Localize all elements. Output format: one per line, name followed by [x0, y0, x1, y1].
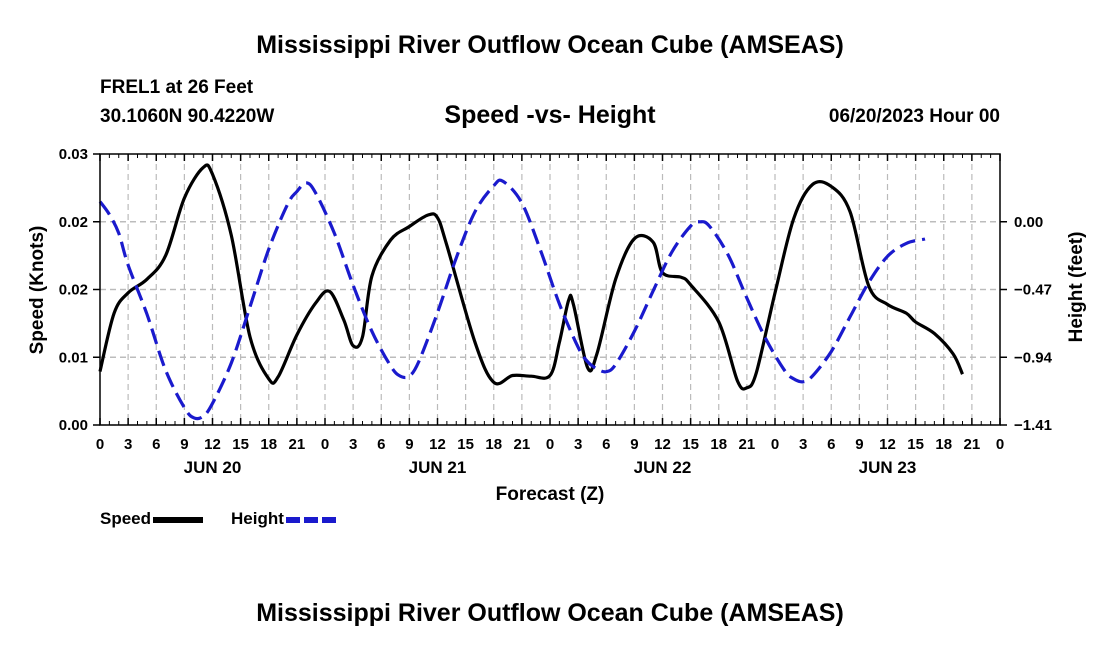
x-tick-label: 18 — [710, 436, 727, 453]
x-tick-label: 15 — [232, 436, 249, 453]
legend-height-swatch — [285, 516, 336, 523]
x-tick-label: 0 — [996, 436, 1004, 453]
x-tick-label: 18 — [260, 436, 277, 453]
x-tick-label: 3 — [349, 436, 357, 453]
y-tick-label: 0.02 — [59, 282, 88, 299]
y2-tick-label: −0.94 — [1014, 349, 1053, 366]
station-label: FREL1 at 26 Feet — [100, 77, 254, 98]
legend-speed-label: Speed — [100, 509, 152, 528]
x-tick-label: 0 — [96, 436, 104, 453]
x-day-label: JUN 20 — [184, 458, 242, 477]
footer-title: Mississippi River Outflow Ocean Cube (AM… — [256, 599, 844, 627]
legend-speed-swatch — [153, 516, 204, 523]
x-tick-label: 6 — [827, 436, 835, 453]
x-tick-label: 0 — [321, 436, 329, 453]
x-day-label: JUN 23 — [859, 458, 917, 477]
x-tick-label: 9 — [630, 436, 638, 453]
series-line-speed — [98, 163, 964, 391]
x-tick-label: 3 — [574, 436, 582, 453]
x-tick-label: 6 — [377, 436, 385, 453]
y-axis-label: Speed (Knots) — [27, 226, 48, 355]
x-tick-label: 6 — [152, 436, 160, 453]
x-day-label: JUN 21 — [409, 458, 467, 477]
axes: 0 3 6 9 12 15 18 21 0 3 6 9 12 15 18 21 0 3 6 9 12 15 18 21 0 3 6 9… — [59, 146, 1053, 477]
x-tick-label: 12 — [879, 436, 896, 453]
x-day-label: JUN 22 — [634, 458, 692, 477]
plot-frame — [99, 153, 1001, 426]
y-tick-label: 0.02 — [59, 214, 88, 231]
series-line-height — [98, 178, 926, 421]
legend-speed: Speed — [100, 509, 204, 529]
series-layer — [98, 163, 964, 421]
x-tick-label: 0 — [771, 436, 779, 453]
x-tick-label: 15 — [457, 436, 474, 453]
page-title: Mississippi River Outflow Ocean Cube (AM… — [256, 31, 844, 59]
x-tick-label: 15 — [907, 436, 924, 453]
x-tick-label: 21 — [964, 436, 981, 453]
x-tick-label: 18 — [485, 436, 502, 453]
y2-axis-label: Height (feet) — [1066, 232, 1087, 343]
forecast-datetime: 06/20/2023 Hour 00 — [828, 106, 1000, 127]
x-tick-label: 3 — [124, 436, 132, 453]
x-tick-label: 3 — [799, 436, 807, 453]
grid — [100, 154, 1000, 426]
x-tick-label: 12 — [204, 436, 221, 453]
x-tick-label: 0 — [546, 436, 554, 453]
y-tick-label: 0.03 — [59, 146, 88, 163]
x-tick-label: 9 — [405, 436, 413, 453]
x-tick-label: 21 — [289, 436, 306, 453]
x-tick-label: 21 — [739, 436, 756, 453]
y2-tick-label: −0.47 — [1014, 282, 1052, 299]
x-tick-label: 12 — [429, 436, 446, 453]
legend-height: Height — [231, 509, 336, 529]
x-tick-label: 6 — [602, 436, 610, 453]
x-tick-label: 12 — [654, 436, 671, 453]
y-tick-label: 0.01 — [59, 349, 88, 366]
coordinates-label: 30.1060N 90.4220W — [100, 106, 275, 127]
x-tick-label: 9 — [855, 436, 863, 453]
x-tick-label: 21 — [514, 436, 531, 453]
y2-tick-label: 0.00 — [1014, 214, 1043, 231]
y2-tick-label: −1.41 — [1014, 417, 1052, 434]
x-tick-label: 9 — [180, 436, 188, 453]
x-axis-label: Forecast (Z) — [496, 484, 605, 505]
y-tick-label: 0.00 — [59, 417, 88, 434]
x-tick-label: 15 — [682, 436, 699, 453]
x-tick-label: 18 — [935, 436, 952, 453]
legend-height-label: Height — [231, 509, 284, 528]
chart-title: Speed -vs- Height — [444, 101, 656, 129]
